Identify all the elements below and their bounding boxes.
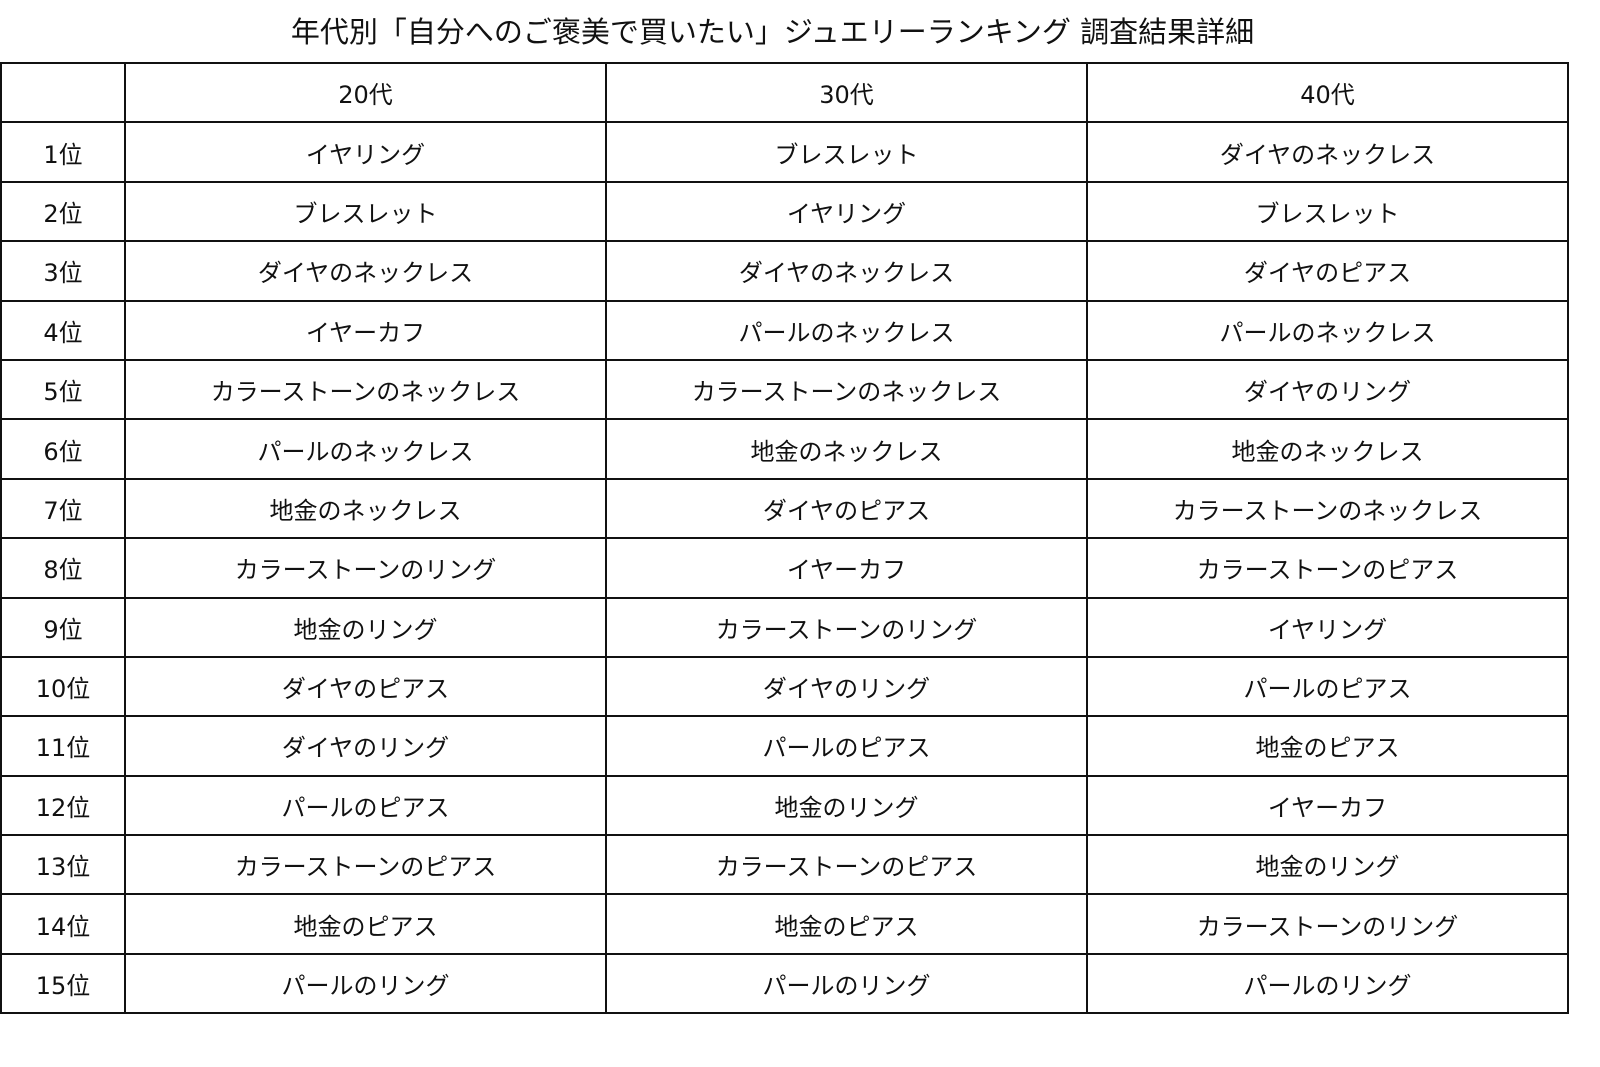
item-cell-40s: カラーストーンのピアス: [1086, 537, 1569, 599]
item-cell-30s: パールのピアス: [605, 715, 1088, 777]
rank-cell: 11位: [0, 715, 126, 777]
item-cell-20s: ダイヤのネックレス: [124, 240, 607, 302]
rank-cell: 5位: [0, 358, 126, 421]
header-row: 20代 30代 40代: [0, 61, 1569, 124]
item-cell-40s: ダイヤのピアス: [1086, 240, 1569, 302]
item-cell-40s: イヤーカフ: [1086, 774, 1569, 837]
item-cell-20s: パールのネックレス: [124, 418, 607, 480]
table-row: 9位 地金のリング カラーストーンのリング イヤリング: [0, 596, 1569, 658]
item-cell-20s: カラーストーンのネックレス: [124, 358, 607, 421]
rank-cell: 3位: [0, 240, 126, 302]
rank-cell: 4位: [0, 299, 126, 361]
rank-cell: 10位: [0, 655, 126, 718]
item-cell-40s: 地金のピアス: [1086, 715, 1569, 777]
item-cell-30s: カラーストーンのネックレス: [605, 358, 1088, 421]
item-cell-30s: カラーストーンのピアス: [605, 834, 1088, 896]
item-cell-40s: ブレスレット: [1086, 180, 1569, 243]
rank-cell: 1位: [0, 121, 126, 183]
table-row: 10位 ダイヤのピアス ダイヤのリング パールのピアス: [0, 655, 1569, 718]
item-cell-30s: 地金のネックレス: [605, 418, 1088, 480]
item-cell-40s: イヤリング: [1086, 596, 1569, 658]
item-cell-30s: 地金のピアス: [605, 893, 1088, 955]
table-row: 3位 ダイヤのネックレス ダイヤのネックレス ダイヤのピアス: [0, 240, 1569, 302]
item-cell-30s: ダイヤのピアス: [605, 477, 1088, 540]
item-cell-20s: カラーストーンのピアス: [124, 834, 607, 896]
table-row: 6位 パールのネックレス 地金のネックレス 地金のネックレス: [0, 418, 1569, 480]
ranking-table: 20代 30代 40代 1位 イヤリング ブレスレット ダイヤのネックレス 2位 ブレスレ…: [0, 61, 1569, 1015]
item-cell-20s: パールのリング: [124, 952, 607, 1015]
item-cell-20s: 地金のリング: [124, 596, 607, 658]
header-30s: 30代: [605, 61, 1088, 124]
item-cell-40s: パールのネックレス: [1086, 299, 1569, 361]
item-cell-30s: イヤリング: [605, 180, 1088, 243]
header-40s: 40代: [1086, 61, 1569, 124]
table-row: 5位 カラーストーンのネックレス カラーストーンのネックレス ダイヤのリング: [0, 358, 1569, 421]
item-cell-20s: 地金のネックレス: [124, 477, 607, 540]
item-cell-20s: 地金のピアス: [124, 893, 607, 955]
page-title: 年代別「自分へのご褒美で買いたい」ジュエリーランキング 調査結果詳細: [290, 15, 1255, 49]
table-row: 1位 イヤリング ブレスレット ダイヤのネックレス: [0, 121, 1569, 183]
item-cell-20s: カラーストーンのリング: [124, 537, 607, 599]
item-cell-40s: 地金のネックレス: [1086, 418, 1569, 480]
rank-cell: 7位: [0, 477, 126, 540]
rank-cell: 13位: [0, 834, 126, 896]
item-cell-30s: パールのリング: [605, 952, 1088, 1015]
item-cell-30s: ダイヤのリング: [605, 655, 1088, 718]
item-cell-20s: イヤーカフ: [124, 299, 607, 361]
item-cell-20s: パールのピアス: [124, 774, 607, 837]
item-cell-30s: カラーストーンのリング: [605, 596, 1088, 658]
header-20s: 20代: [124, 61, 607, 124]
item-cell-20s: イヤリング: [124, 121, 607, 183]
table-row: 11位 ダイヤのリング パールのピアス 地金のピアス: [0, 715, 1569, 777]
rank-cell: 2位: [0, 180, 126, 243]
item-cell-20s: ブレスレット: [124, 180, 607, 243]
corner-cell: [0, 61, 126, 124]
table-row: 2位 ブレスレット イヤリング ブレスレット: [0, 180, 1569, 243]
item-cell-30s: ブレスレット: [605, 121, 1088, 183]
item-cell-40s: パールのリング: [1086, 952, 1569, 1015]
rank-cell: 12位: [0, 774, 126, 837]
item-cell-30s: イヤーカフ: [605, 537, 1088, 599]
rank-cell: 8位: [0, 537, 126, 599]
item-cell-30s: パールのネックレス: [605, 299, 1088, 361]
item-cell-40s: ダイヤのリング: [1086, 358, 1569, 421]
table-row: 4位 イヤーカフ パールのネックレス パールのネックレス: [0, 299, 1569, 361]
rank-cell: 6位: [0, 418, 126, 480]
rank-cell: 14位: [0, 893, 126, 955]
rank-cell: 9位: [0, 596, 126, 658]
table-row: 13位 カラーストーンのピアス カラーストーンのピアス 地金のリング: [0, 834, 1569, 896]
rank-cell: 15位: [0, 952, 126, 1015]
item-cell-40s: ダイヤのネックレス: [1086, 121, 1569, 183]
item-cell-40s: カラーストーンのリング: [1086, 893, 1569, 955]
item-cell-40s: 地金のリング: [1086, 834, 1569, 896]
table-row: 14位 地金のピアス 地金のピアス カラーストーンのリング: [0, 893, 1569, 955]
table-row: 15位 パールのリング パールのリング パールのリング: [0, 952, 1569, 1015]
table-row: 12位 パールのピアス 地金のリング イヤーカフ: [0, 774, 1569, 837]
item-cell-40s: カラーストーンのネックレス: [1086, 477, 1569, 540]
item-cell-30s: 地金のリング: [605, 774, 1088, 837]
item-cell-30s: ダイヤのネックレス: [605, 240, 1088, 302]
item-cell-40s: パールのピアス: [1086, 655, 1569, 718]
item-cell-20s: ダイヤのピアス: [124, 655, 607, 718]
table-row: 7位 地金のネックレス ダイヤのピアス カラーストーンのネックレス: [0, 477, 1569, 540]
table-row: 8位 カラーストーンのリング イヤーカフ カラーストーンのピアス: [0, 537, 1569, 599]
item-cell-20s: ダイヤのリング: [124, 715, 607, 777]
